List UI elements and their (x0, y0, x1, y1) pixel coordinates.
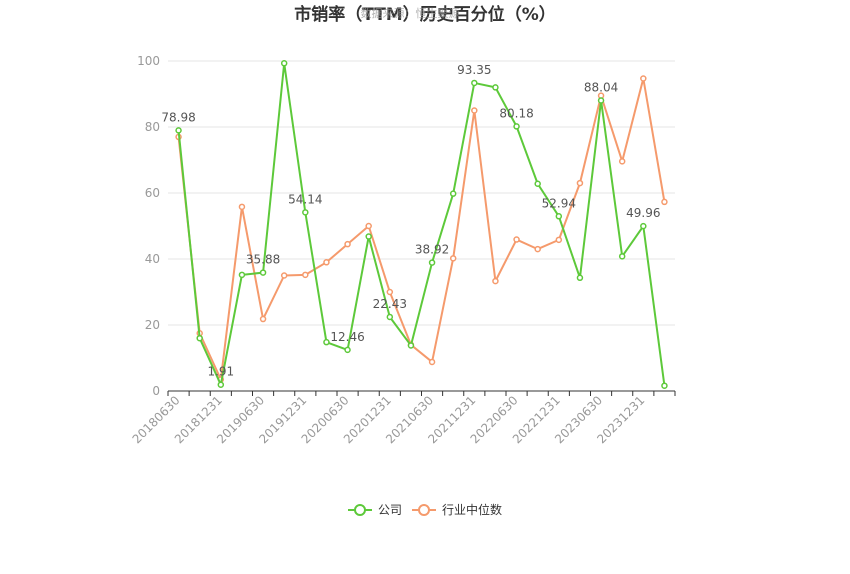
data-point[interactable] (428, 259, 436, 266)
data-label: 12.46 (330, 330, 364, 344)
data-point[interactable] (471, 79, 478, 87)
data-label: 80.18 (499, 106, 533, 120)
data-point[interactable] (280, 60, 288, 67)
data-point[interactable] (196, 334, 203, 342)
data-point[interactable] (407, 342, 415, 349)
data-point[interactable] (661, 382, 668, 389)
y-tick-label: 20 (145, 318, 160, 332)
data-point[interactable] (175, 127, 182, 134)
y-tick-label: 0 (152, 384, 160, 398)
watermark: 数据来源：恒生聚源 (361, 6, 460, 20)
data-label: 22.43 (373, 297, 407, 311)
data-point[interactable] (259, 269, 267, 276)
data-point[interactable] (555, 213, 563, 220)
data-point[interactable] (302, 209, 309, 216)
y-tick-label: 100 (137, 54, 160, 68)
data-label: 38.92 (415, 243, 449, 257)
chart-title: 市销率（TTM）历史百分位（%） (294, 4, 556, 25)
data-point[interactable] (238, 203, 246, 211)
data-point[interactable] (344, 240, 351, 248)
data-point[interactable] (492, 277, 499, 285)
data-point[interactable] (640, 222, 647, 230)
series-line-industry-median (177, 77, 666, 381)
data-point[interactable] (513, 236, 520, 243)
data-point[interactable] (449, 255, 457, 262)
data-point[interactable] (323, 259, 330, 266)
data-point[interactable] (618, 253, 626, 260)
data-label: 1.91 (207, 365, 234, 379)
data-point[interactable] (618, 158, 626, 165)
data-point[interactable] (238, 271, 246, 279)
data-point[interactable] (661, 198, 668, 206)
data-point[interactable] (217, 381, 225, 388)
legend-item-company[interactable]: 公司 (348, 503, 402, 517)
data-point[interactable] (534, 245, 541, 253)
plot-area (175, 60, 668, 389)
data-labels: 78.98 1.91 35.88 54.14 12.46 22.43 38.92 93.35 8… (161, 63, 660, 379)
y-tick-label: 60 (145, 186, 160, 200)
data-point[interactable] (576, 179, 584, 187)
data-point[interactable] (280, 272, 288, 279)
data-point[interactable] (428, 358, 436, 366)
data-point[interactable] (386, 288, 394, 296)
data-point[interactable] (640, 75, 647, 82)
legend-label: 行业中位数 (442, 502, 502, 517)
legend[interactable]: 公司 行业中位数 (348, 502, 502, 517)
legend-label: 公司 (378, 503, 402, 517)
data-point[interactable] (386, 313, 394, 321)
data-label: 35.88 (246, 253, 280, 267)
data-label: 52.94 (542, 196, 576, 210)
data-point[interactable] (365, 233, 372, 240)
data-point[interactable] (259, 315, 267, 323)
y-tick-label: 80 (145, 120, 160, 134)
data-point[interactable] (365, 222, 372, 230)
x-axis: 2018063020181231201906302019123120200630… (130, 390, 676, 446)
data-point[interactable] (344, 346, 351, 354)
y-axis: 0 20 40 60 80 100 (137, 54, 160, 398)
legend-item-industry-median[interactable]: 行业中位数 (412, 502, 502, 517)
legend-marker (354, 504, 366, 516)
series-line-company (177, 62, 666, 386)
data-point[interactable] (576, 274, 584, 282)
y-tick-label: 40 (145, 252, 160, 266)
data-point[interactable] (323, 338, 330, 346)
data-point[interactable] (534, 180, 541, 188)
data-point[interactable] (492, 84, 499, 91)
data-point[interactable] (555, 236, 563, 244)
data-point[interactable] (597, 97, 605, 104)
data-point[interactable] (449, 190, 457, 197)
data-point[interactable] (302, 271, 309, 279)
data-label: 93.35 (457, 63, 491, 77)
data-label: 78.98 (161, 110, 195, 124)
data-label: 88.04 (584, 80, 618, 94)
data-point[interactable] (513, 123, 520, 130)
data-point[interactable] (471, 107, 478, 114)
data-label: 49.96 (626, 206, 660, 220)
data-label: 54.14 (288, 192, 322, 206)
legend-marker (418, 504, 430, 516)
